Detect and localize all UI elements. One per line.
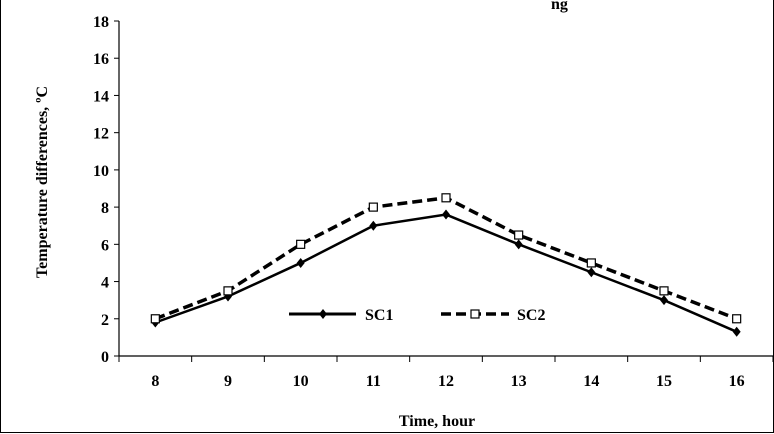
legend-marker-sc2 [470, 309, 480, 319]
x-tick-labels: 8 9 10 11 12 13 14 15 16 [118, 356, 774, 390]
legend-marker-sc1 [319, 309, 327, 319]
x-tick-label: 15 [656, 373, 672, 390]
data-point-sc1 [514, 239, 523, 250]
data-point-sc2 [586, 258, 596, 268]
y-tick-label: 16 [93, 51, 109, 68]
data-point-sc2 [514, 230, 524, 240]
data-point-sc1 [369, 220, 378, 231]
data-point-sc1 [732, 326, 741, 337]
data-point-sc2 [368, 202, 378, 212]
data-point-sc1 [660, 295, 668, 306]
legend: SC1 SC2 [289, 307, 545, 324]
y-tick-labels: 0 2 4 6 8 10 12 14 16 18 [93, 14, 119, 366]
series-group [150, 193, 742, 337]
data-point-sc1 [296, 257, 305, 268]
data-point-sc1 [587, 267, 596, 278]
x-tick-label: 11 [366, 373, 381, 390]
data-point-sc2 [659, 286, 669, 296]
y-axis-title: Temperature differences, ºC [34, 86, 51, 278]
y-tick-label: 6 [101, 237, 109, 254]
x-tick-label: 13 [511, 373, 527, 390]
data-point-sc1 [442, 209, 450, 220]
y-tick-label: 4 [101, 275, 109, 292]
data-point-sc2 [296, 239, 306, 249]
y-tick-label: 12 [93, 126, 109, 143]
x-tick-label: 9 [224, 373, 232, 390]
y-tick-label: 14 [93, 88, 109, 105]
data-point-sc2 [732, 314, 742, 324]
y-tick-label: 18 [93, 14, 109, 31]
chart-title-fragment: ng [551, 0, 568, 13]
x-tick-label: 10 [293, 373, 309, 390]
x-axis-title: Time, hour [399, 413, 475, 430]
data-point-sc2 [441, 193, 451, 203]
x-tick-label: 12 [438, 373, 454, 390]
data-point-sc2 [223, 286, 233, 296]
x-tick-label: 14 [583, 373, 599, 390]
y-tick-label: 0 [101, 349, 109, 366]
x-tick-label: 16 [729, 373, 745, 390]
y-tick-label: 2 [101, 312, 109, 329]
y-tick-label: 8 [101, 200, 109, 217]
y-tick-label: 10 [93, 163, 109, 180]
legend-label-sc2: SC2 [517, 307, 545, 324]
legend-label-sc1: SC1 [365, 307, 393, 324]
data-point-sc2 [150, 314, 160, 324]
x-tick-label: 8 [151, 373, 159, 390]
axes [118, 21, 773, 357]
